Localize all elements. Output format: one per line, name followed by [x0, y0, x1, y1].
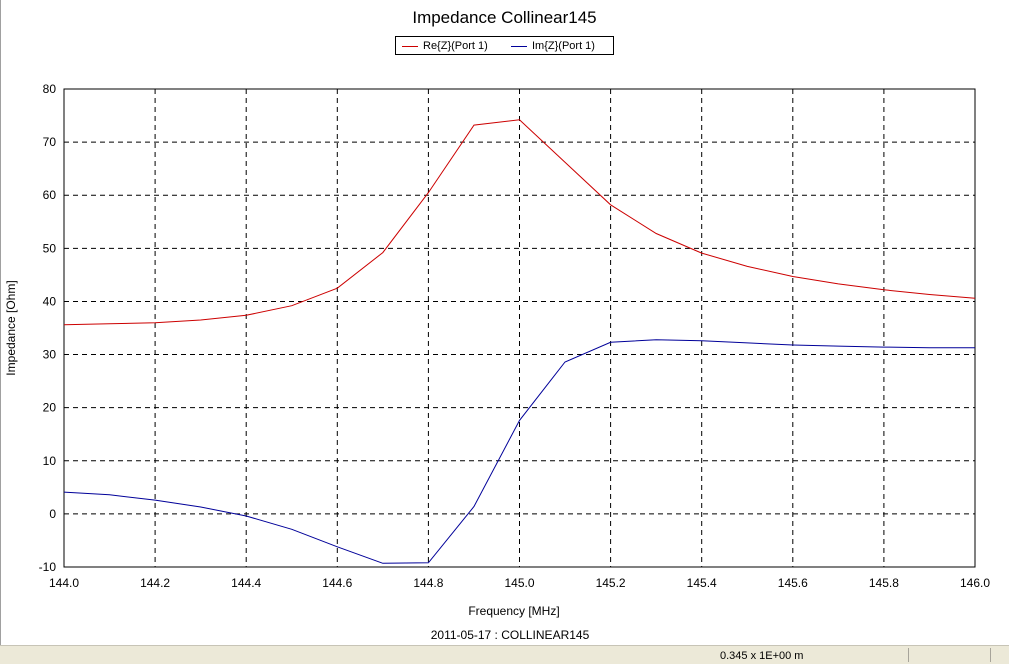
- chart-subtitle: 2011-05-17 : COLLINEAR145: [431, 628, 590, 642]
- legend-swatch-re: [402, 45, 418, 47]
- status-divider: [908, 648, 909, 662]
- y-axis-label: Impedance [Ohm]: [4, 280, 18, 375]
- y-tick-label: 0: [49, 507, 56, 521]
- grid-lines: [64, 89, 975, 567]
- x-tick-label: 145.8: [869, 576, 899, 590]
- tick-labels: 144.0 144.2 144.4 144.6 144.8 145.0 145.2 145.4…: [39, 82, 991, 590]
- legend-label-im: Im{Z}(Port 1): [532, 40, 595, 52]
- x-tick-label: 144.8: [413, 576, 443, 590]
- legend-entry-im: Im{Z}(Port 1): [511, 39, 595, 53]
- x-tick-label: 144.0: [49, 576, 79, 590]
- x-tick-label: 144.4: [231, 576, 261, 590]
- y-tick-label: 80: [43, 82, 57, 96]
- chart-legend: Re{Z}(Port 1) Im{Z}(Port 1): [395, 36, 614, 55]
- chart-title: Impedance Collinear145: [412, 8, 597, 27]
- x-tick-label: 145.2: [596, 576, 626, 590]
- y-tick-label: 10: [43, 454, 57, 468]
- x-tick-label: 145.6: [778, 576, 808, 590]
- series-line-im: [63, 339, 975, 564]
- x-tick-label: 145.4: [687, 576, 717, 590]
- status-bar: 0.345 x 1E+00 m: [0, 645, 1009, 664]
- x-axis-label: Frequency [MHz]: [468, 604, 559, 618]
- y-tick-label: 40: [43, 294, 57, 308]
- legend-label-re: Re{Z}(Port 1): [423, 40, 488, 52]
- y-tick-label: 30: [43, 348, 57, 362]
- series-line-re: [63, 119, 976, 326]
- x-tick-label: 146.0: [960, 576, 990, 590]
- x-tick-label: 145.0: [504, 576, 534, 590]
- x-tick-label: 144.2: [140, 576, 170, 590]
- y-tick-label: 20: [43, 401, 57, 415]
- series-lines: [63, 119, 976, 564]
- legend-entry-re: Re{Z}(Port 1): [402, 39, 488, 53]
- y-tick-label: -10: [39, 560, 57, 574]
- chart-plot: 144.0 144.2 144.4 144.6 144.8 145.0 145.2 145.4…: [4, 82, 991, 642]
- legend-swatch-im: [511, 45, 527, 47]
- y-tick-label: 70: [43, 135, 57, 149]
- y-tick-label: 50: [43, 241, 57, 255]
- status-divider: [990, 648, 991, 662]
- x-tick-label: 144.6: [322, 576, 352, 590]
- window-left-edge: [0, 0, 1, 645]
- y-tick-label: 60: [43, 188, 57, 202]
- status-readout: 0.345 x 1E+00 m: [720, 650, 804, 662]
